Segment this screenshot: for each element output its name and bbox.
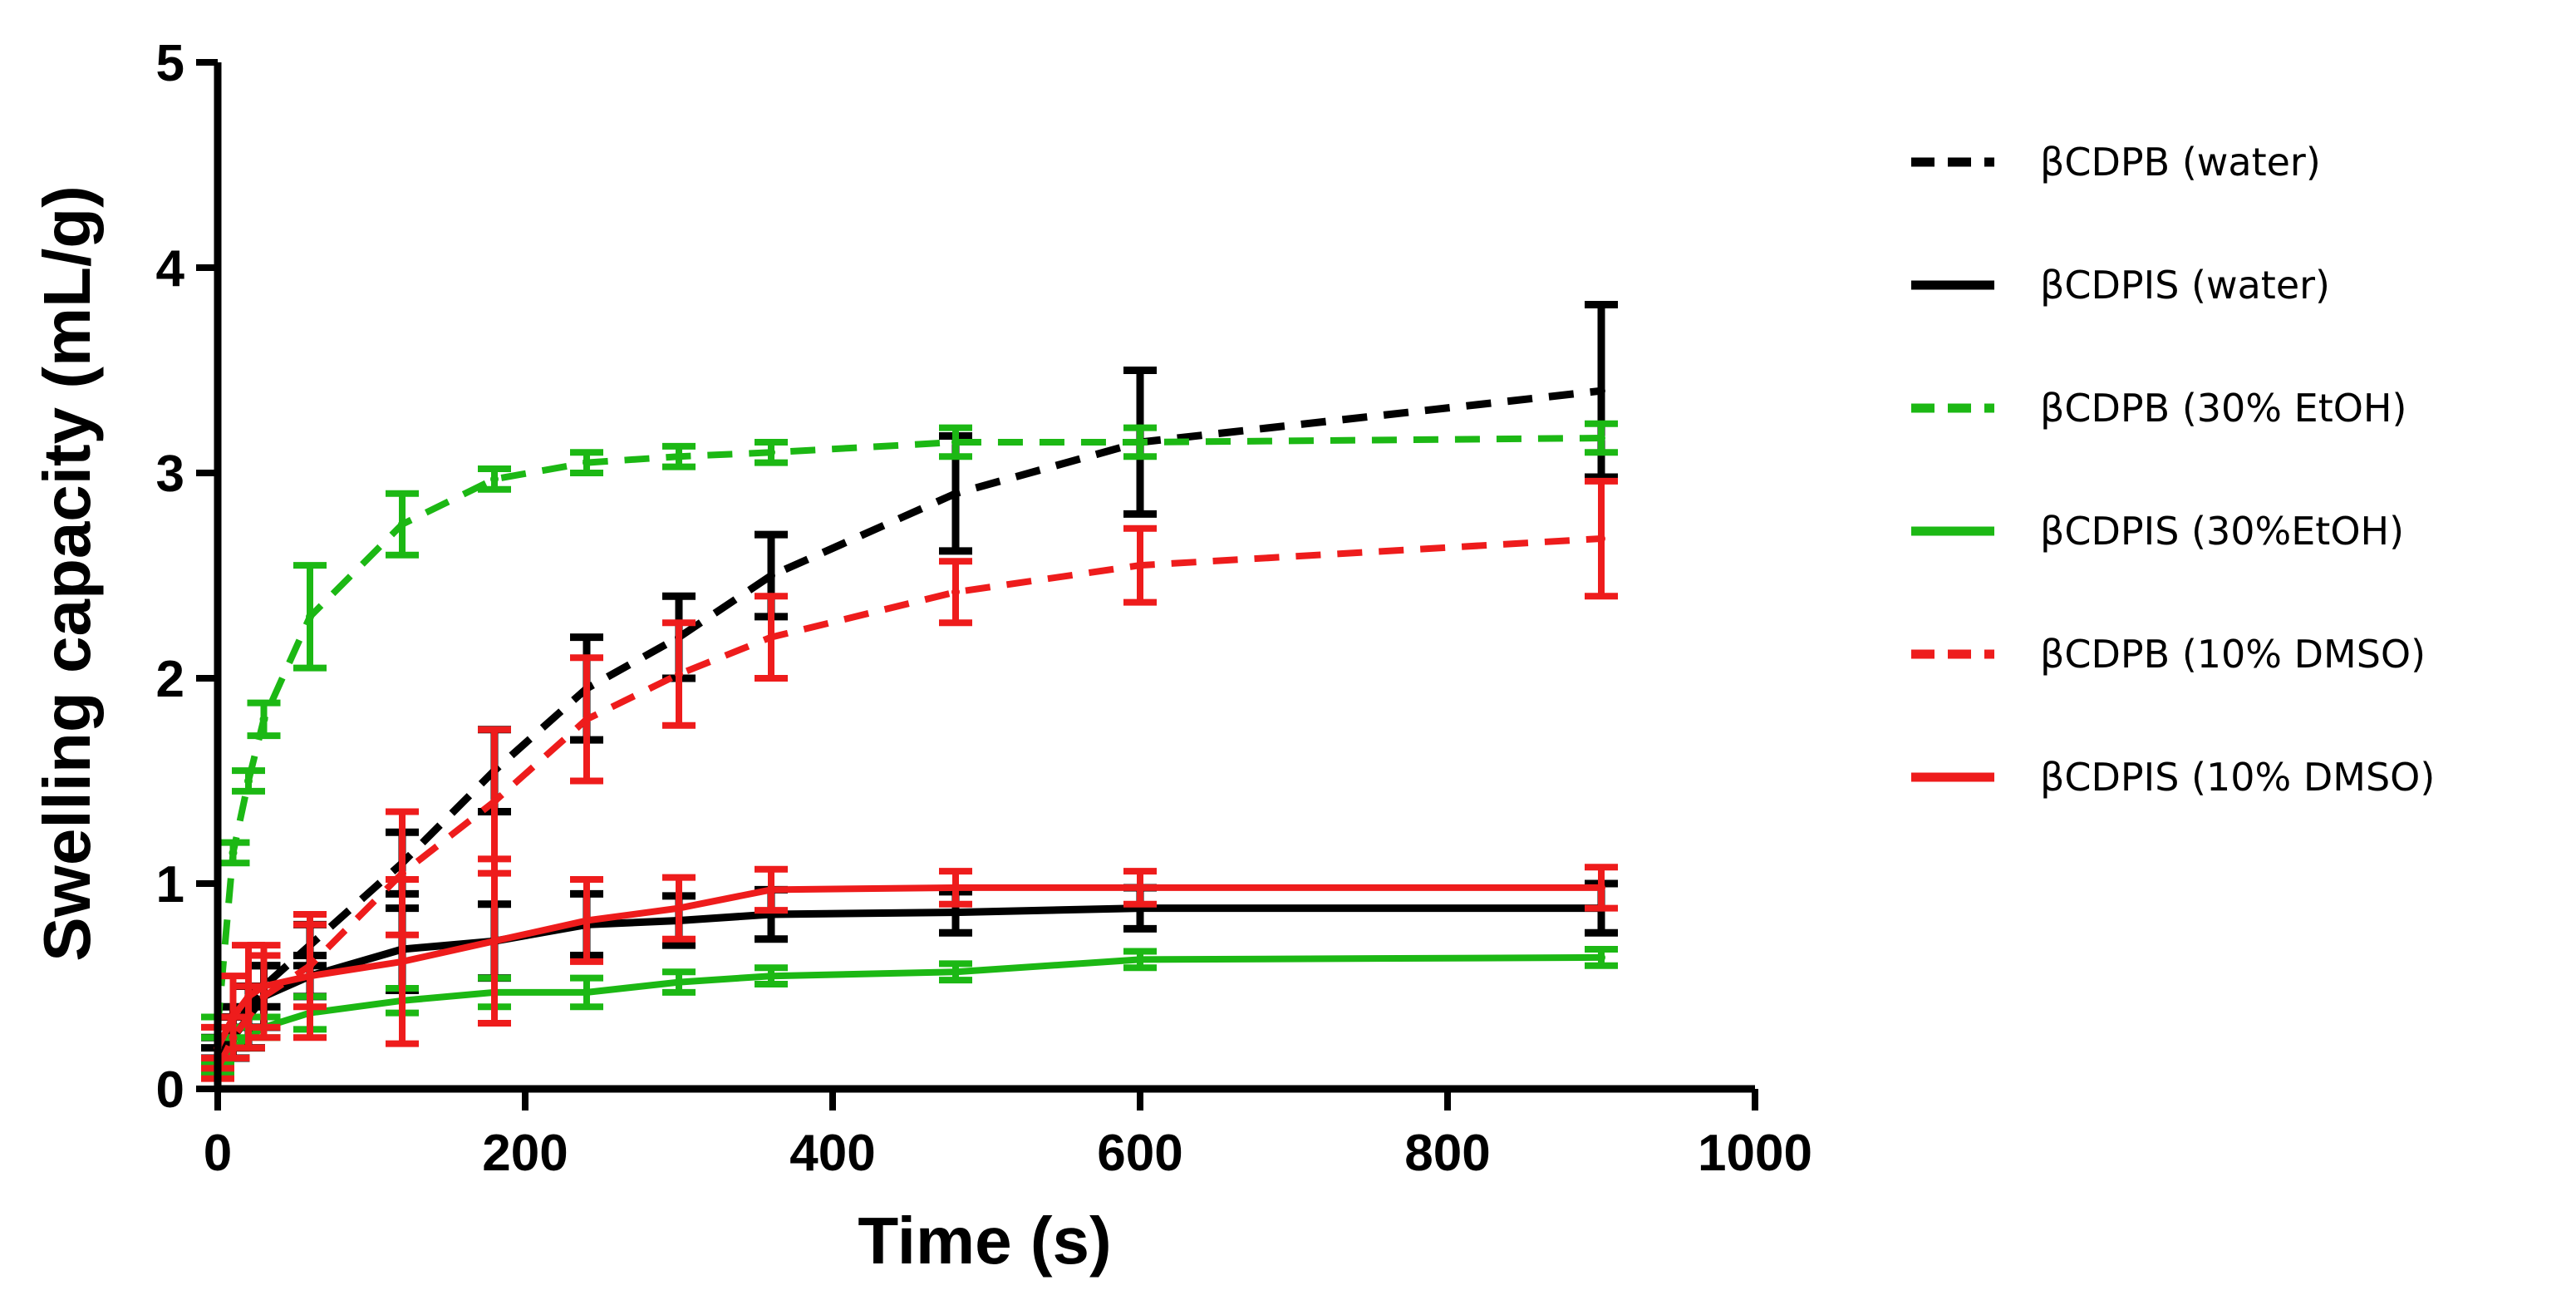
legend-label-1: βCDPIS (water)	[2040, 263, 2330, 308]
x-axis-title: Time (s)	[858, 1204, 1111, 1278]
data-point	[244, 776, 253, 785]
data-point	[1136, 955, 1144, 964]
series-line	[214, 535, 1602, 1071]
y-tick-label: 2	[156, 651, 184, 708]
series-line	[214, 435, 1602, 1028]
x-tick-label: 400	[789, 1125, 875, 1182]
data-point	[583, 987, 591, 997]
data-point	[1597, 883, 1605, 892]
data-point	[951, 968, 960, 977]
legend-label-3: βCDPIS (30%EtOH)	[2040, 509, 2404, 554]
series-5	[201, 855, 1618, 1072]
legend-label-2: βCDPB (30% EtOH)	[2040, 386, 2406, 431]
data-point	[767, 571, 775, 580]
y-tick-label: 1	[156, 856, 184, 914]
legend: βCDPB (water) βCDPIS (water) βCDPB (30% Et…	[1911, 140, 2435, 800]
series-3	[201, 946, 1618, 1078]
data-point	[259, 982, 268, 991]
data-point	[244, 992, 253, 1001]
data-point	[675, 904, 683, 913]
data-point	[1597, 953, 1605, 962]
data-point	[229, 1012, 238, 1022]
tick-layer: 0 200 400 600 800 1000 0 1 2 3 4 5	[156, 35, 1812, 1182]
data-point	[259, 715, 268, 724]
series-2	[201, 420, 1618, 1042]
data-point	[951, 489, 960, 498]
data-point	[951, 908, 960, 917]
data-point	[1136, 561, 1144, 570]
legend-label-0: βCDPB (water)	[2040, 140, 2321, 185]
data-point	[675, 452, 683, 461]
x-tick-label: 200	[482, 1125, 568, 1182]
data-point	[1136, 883, 1144, 892]
data-point	[398, 869, 406, 878]
data-point	[951, 588, 960, 597]
series-line	[214, 953, 1602, 1071]
data-point	[398, 520, 406, 529]
data-point	[767, 885, 775, 894]
data-point	[1597, 387, 1605, 396]
data-point	[583, 458, 591, 467]
data-point	[675, 978, 683, 987]
data-point	[951, 883, 960, 892]
legend-label-5: βCDPIS (10% DMSO)	[2040, 755, 2435, 800]
data-point	[306, 612, 314, 621]
data-point	[583, 916, 591, 925]
axes	[214, 62, 1755, 1093]
data-point	[583, 715, 591, 724]
y-tick-label: 5	[156, 35, 184, 92]
data-point	[490, 797, 499, 806]
x-tick-label: 600	[1097, 1125, 1182, 1182]
data-point	[229, 848, 238, 857]
data-point	[1136, 437, 1144, 446]
data-point	[490, 475, 499, 484]
data-point	[490, 937, 499, 946]
y-axis-title: Swelling capacity (mL/g)	[30, 185, 104, 962]
legend-label-4: βCDPB (10% DMSO)	[2040, 632, 2426, 677]
data-point	[1597, 534, 1605, 544]
series-layer	[201, 300, 1618, 1082]
data-point	[306, 972, 314, 981]
data-point	[767, 448, 775, 457]
data-point	[951, 437, 960, 446]
y-tick-label: 3	[156, 446, 184, 503]
data-point	[767, 633, 775, 642]
series-line	[214, 904, 1601, 1061]
y-tick-label: 4	[156, 240, 185, 298]
data-point	[767, 972, 775, 981]
data-point	[1597, 434, 1605, 443]
x-tick-label: 0	[204, 1125, 232, 1182]
data-point	[398, 957, 406, 966]
x-tick-label: 1000	[1698, 1125, 1812, 1182]
x-tick-label: 800	[1404, 1125, 1490, 1182]
data-point	[675, 670, 683, 679]
y-tick-label: 0	[156, 1061, 184, 1119]
